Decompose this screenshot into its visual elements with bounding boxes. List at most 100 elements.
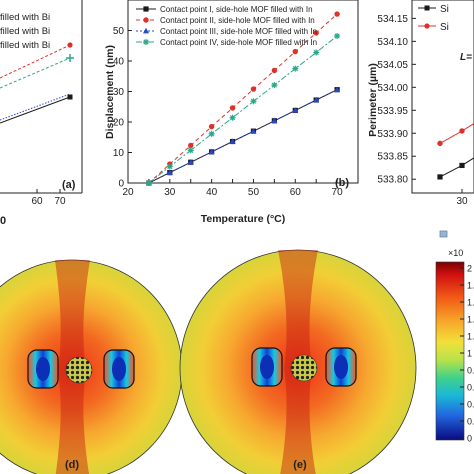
panel-b-data-point	[188, 142, 194, 149]
panel-b-data-point	[292, 107, 299, 113]
panel-d: (d)	[0, 259, 183, 474]
panel-c-data-point	[437, 174, 443, 180]
panel-b-legend-label: Contact point III, side-hole MOF filled …	[160, 27, 317, 36]
panel-b-data-point	[271, 82, 278, 89]
panel-b-data-point	[334, 11, 340, 17]
panel-c-ytick-label: 533.85	[377, 152, 408, 163]
panel-a-series-teal	[0, 57, 71, 89]
panel-b-data-point	[313, 49, 320, 56]
colorbar-tick-label: 1.8	[467, 281, 474, 291]
panel-b-data-point	[208, 123, 215, 130]
panel-b-data-point	[250, 98, 257, 105]
colorbar-tick-label: 1.2	[467, 332, 474, 342]
panel-b-legend-marker	[143, 17, 149, 23]
panel-b-label: (b)	[335, 177, 349, 189]
panel-a-tail-label: 0	[0, 215, 6, 227]
panel-a-tick-label: 70	[54, 196, 66, 207]
panel-d-left-hole	[27, 349, 59, 389]
panel-c-frame	[411, 0, 474, 194]
panel-e-core-lattice	[290, 354, 318, 382]
panel-b-data-point	[208, 148, 215, 155]
panel-b-data-point	[145, 180, 152, 186]
panel-c-ytick-label: 534.10	[377, 37, 408, 48]
panel-a-legend-2: filled with Bi	[0, 26, 50, 37]
panel-d-right-hole	[103, 349, 135, 389]
colorbar-tick-label: 1.6	[467, 298, 474, 308]
colorbar: ×10 2 1.8 1.6 1.4 1.2 1 0.8 0.6 0.4 0.2 0	[435, 230, 474, 444]
colorbar-tick-label: 0.4	[467, 400, 474, 410]
panel-e: (e)	[179, 249, 417, 474]
panel-b-series-line	[148, 13, 338, 184]
panel-a-series-blue	[0, 93, 71, 121]
panel-b-data-point	[313, 96, 320, 103]
panel-b-data-point	[166, 169, 173, 176]
panel-b-legend-marker	[143, 6, 149, 12]
colorbar-multiplier: ×10	[448, 248, 463, 258]
panel-b-data-point	[250, 86, 257, 92]
panel-c-legend-marker	[424, 5, 430, 11]
panel-b-data-point	[334, 86, 341, 93]
panel-d-label: (d)	[65, 459, 79, 471]
panel-b-legend-marker	[143, 39, 149, 45]
panel-c-ytick-label: 534.05	[377, 60, 408, 71]
panel-c-ylabel: Perimeter (µm)	[367, 63, 379, 137]
panel-b-data-point	[229, 138, 236, 144]
panel-a-point-teal	[66, 54, 74, 62]
colorbar-tick-label: 1.4	[467, 315, 474, 325]
panel-b-data-point	[271, 117, 278, 124]
panel-b-data-point	[229, 105, 236, 111]
panel-c-ytick-label: 534.15	[377, 14, 408, 25]
panel-e-right-hole	[325, 347, 357, 387]
panel-b-legend-label: Contact point II, side-hole MOF filled w…	[160, 16, 315, 25]
panel-b-data-point	[229, 114, 236, 121]
panel-c-xtick-label: 30	[456, 196, 468, 207]
panel-a-series-red	[0, 44, 71, 79]
panel-b-legend-label: Contact point IV, side-hole MOF filled w…	[160, 38, 317, 47]
panel-b-xtick-label: 20	[122, 187, 134, 198]
panel-b-ylabel: Displacement (nm)	[104, 45, 116, 139]
panel-b-xtick-label: 60	[290, 187, 302, 198]
panel-d-core-lattice	[65, 356, 93, 384]
panel-e-label: (e)	[293, 459, 307, 471]
panel-b-data-point	[313, 30, 319, 36]
panel-c-series-line	[439, 122, 474, 144]
panel-c-legend-2: Si	[440, 22, 449, 33]
colorbar-tick-label: 0.6	[467, 383, 474, 393]
colorbar-tick-label: 0.8	[467, 366, 474, 376]
colorbar-tick-label: 0	[467, 434, 472, 444]
panel-c-data-point	[459, 162, 465, 169]
colorbar-bar	[435, 261, 465, 441]
panel-c-legend-1: Si	[440, 4, 449, 15]
panel-a-tick-label: 60	[31, 196, 43, 207]
panel-b-xlabel: Temperature (°C)	[201, 213, 286, 225]
panel-b-xtick-label: 30	[164, 187, 176, 198]
panel-b-data-point	[208, 130, 215, 137]
panel-b-ytick-label: 40	[113, 57, 125, 68]
panel-b-xtick-label: 50	[248, 187, 260, 198]
panel-b-series-line	[148, 35, 338, 184]
panel-e-left-hole	[251, 347, 283, 387]
panel-a-label: (a)	[62, 179, 76, 191]
panel-c-ytick-label: 533.80	[377, 175, 408, 186]
panel-c: Perimeter (µm) L= Si Si 30 534.15 534.10 5…	[367, 0, 474, 207]
panel-c-ytick-label: 533.95	[377, 106, 408, 117]
panel-b-legend-marker	[143, 27, 149, 34]
panel-a-point-red	[67, 42, 73, 48]
panel-b-legend-label: Contact point I, side-hole MOF filled wi…	[160, 5, 313, 14]
panel-a-legend-1: filled with Bi	[0, 12, 50, 23]
panel-b-xtick-label: 40	[206, 187, 218, 198]
panel-c-data-point	[459, 128, 465, 134]
panel-b-ytick-label: 50	[113, 26, 125, 37]
panel-c-legend-marker	[424, 23, 430, 29]
panel-b-data-point	[187, 159, 194, 165]
panel-b-data-point	[334, 32, 341, 39]
panel-c-annotation: L=	[460, 52, 472, 63]
toolbar-icon	[439, 230, 448, 238]
panel-b-ytick-label: 20	[113, 118, 125, 129]
panel-c-series-line	[439, 157, 474, 178]
panel-b-ytick-label: 30	[113, 87, 125, 98]
panel-a: filled with Bi filled with Bi filled wit…	[0, 0, 83, 227]
colorbar-tick-label: 0.2	[467, 417, 474, 427]
panel-b-data-point	[292, 65, 299, 72]
